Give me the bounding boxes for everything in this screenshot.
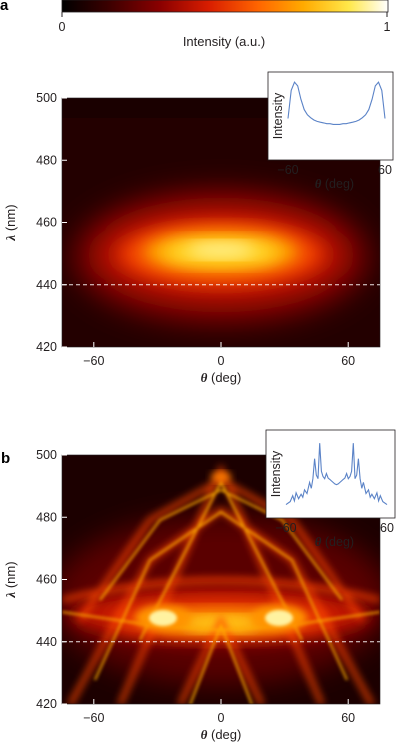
y-tick-label: 420 (36, 340, 57, 354)
inset-x-label: θ (deg) (315, 177, 354, 191)
x-tick-label: 60 (341, 711, 355, 725)
colorbar-gradient (61, 0, 389, 13)
y-axis-label: λ (nm) (3, 561, 18, 598)
y-tick-label: 440 (36, 635, 57, 649)
inset-x-tick-label: −60 (277, 163, 298, 177)
y-axis-symbol: λ (3, 235, 18, 242)
colorbar-label: Intensity (a.u.) (183, 34, 265, 49)
inset-x-symbol: θ (315, 177, 322, 191)
panel-a: 420 440 460 480 500 −60 0 60 θ (deg) λ (nm) (3, 91, 381, 385)
inset-x-tick-label: 60 (380, 521, 394, 535)
x-axis-unit: (deg) (207, 727, 241, 742)
inset-frame (267, 71, 394, 161)
y-axis-unit: (nm) (3, 204, 18, 234)
colorbar-tick-max: 1 (384, 20, 391, 34)
colorbar-tick-min: 0 (59, 20, 66, 34)
inset-x-symbol: θ (315, 535, 322, 549)
inset-x-unit: (deg) (321, 535, 354, 549)
panel-a-label-tab: a (0, 0, 9, 14)
colorbar: 0 1 Intensity (a.u.) (59, 0, 391, 49)
panel-label: b (1, 450, 10, 467)
x-tick-label: 0 (218, 711, 225, 725)
y-tick-label: 440 (36, 278, 57, 292)
x-axis-symbol: θ (201, 370, 208, 385)
inset-y-label: Intensity (269, 450, 283, 497)
y-axis-symbol: λ (3, 592, 18, 599)
inset-intensity-curve (287, 81, 386, 125)
y-axis-unit: (nm) (3, 561, 18, 591)
panel-b-axes: b 420 440 460 480 500 −60 0 60 θ (deg) λ (nm) (1, 448, 380, 742)
y-tick-label: 500 (36, 448, 57, 462)
y-tick-label: 420 (36, 697, 57, 711)
inset-frame (265, 429, 396, 519)
inset-x-tick-label: −60 (275, 521, 296, 535)
inset-y-label: Intensity (271, 92, 285, 139)
inset-intensity-curve (285, 443, 388, 506)
inset-x-label: θ (deg) (315, 535, 354, 549)
panel-a-axes: 420 440 460 480 500 −60 0 60 θ (deg) λ (nm) (3, 91, 380, 385)
x-axis-symbol: θ (201, 727, 208, 742)
panel-a-heatmap (62, 98, 380, 347)
x-tick-label: 0 (218, 354, 225, 368)
panel-a-inset: Intensity −60 60 θ (deg) (267, 71, 394, 191)
panel-b-inset: Intensity −60 60 θ (deg) (265, 429, 396, 549)
y-tick-label: 500 (36, 91, 57, 105)
y-tick-label: 460 (36, 573, 57, 587)
x-tick-label: −60 (83, 354, 104, 368)
x-tick-label: 60 (341, 354, 355, 368)
y-tick-label: 480 (36, 153, 57, 167)
x-axis-unit: (deg) (207, 370, 241, 385)
y-axis-label: λ (nm) (3, 204, 18, 241)
inset-x-unit: (deg) (321, 177, 354, 191)
inset-x-tick-label: 60 (378, 163, 392, 177)
x-tick-label: −60 (83, 711, 104, 725)
y-tick-label: 480 (36, 510, 57, 524)
x-axis-label: θ (deg) (201, 727, 242, 742)
y-tick-label: 460 (36, 216, 57, 230)
x-axis-label: θ (deg) (201, 370, 242, 385)
